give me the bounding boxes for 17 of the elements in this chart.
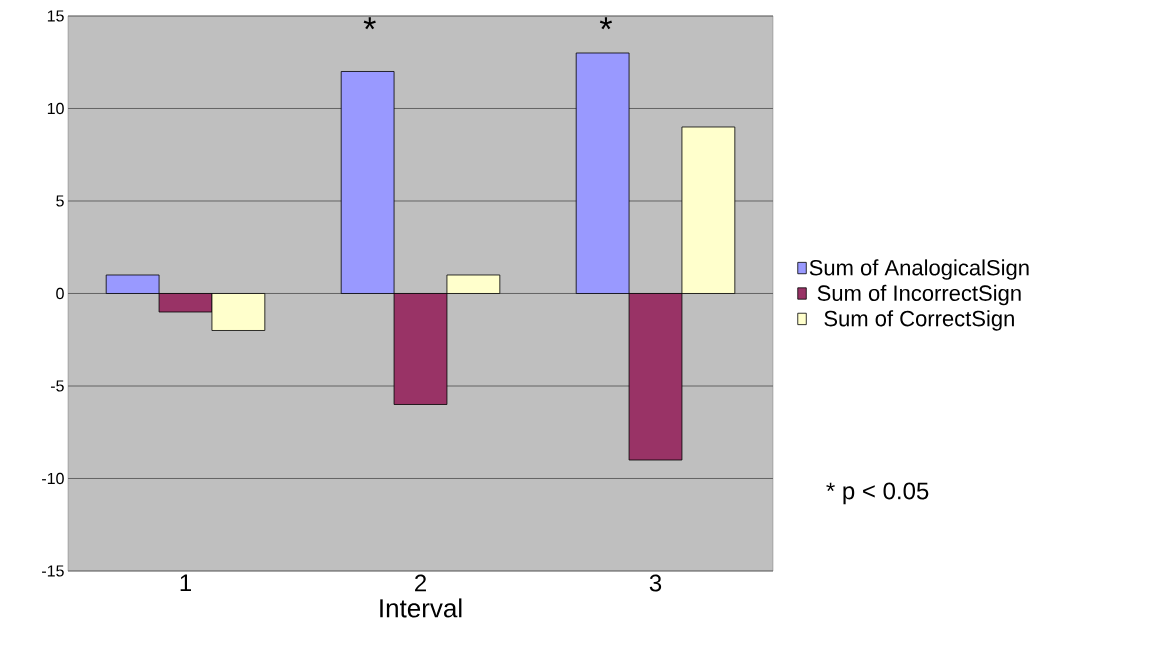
y-tick-label: 0: [56, 287, 64, 300]
legend-label: Sum of AnalogicalSign: [809, 259, 1029, 280]
y-tick-label: -10: [42, 472, 64, 485]
x-axis-title: Interval: [380, 598, 462, 618]
y-tick-label: 15: [47, 10, 64, 22]
x-tick-label: 1: [180, 574, 191, 592]
y-tick-label: -15: [42, 565, 64, 577]
text: * p < 0.05: [826, 482, 929, 505]
y-tick-label: 5: [56, 195, 64, 207]
y-tick-label: -5: [50, 380, 64, 392]
y-tick-label: 10: [47, 102, 64, 115]
annotation: *: [599, 17, 613, 30]
legend-label: Sum of IncorrectSign: [817, 284, 1021, 306]
x-tick-label: 3: [649, 574, 662, 592]
legend-label: Sum of CorrectSign: [824, 310, 1014, 331]
annotation: *: [363, 17, 376, 30]
x-tick-label: 2: [415, 574, 426, 592]
